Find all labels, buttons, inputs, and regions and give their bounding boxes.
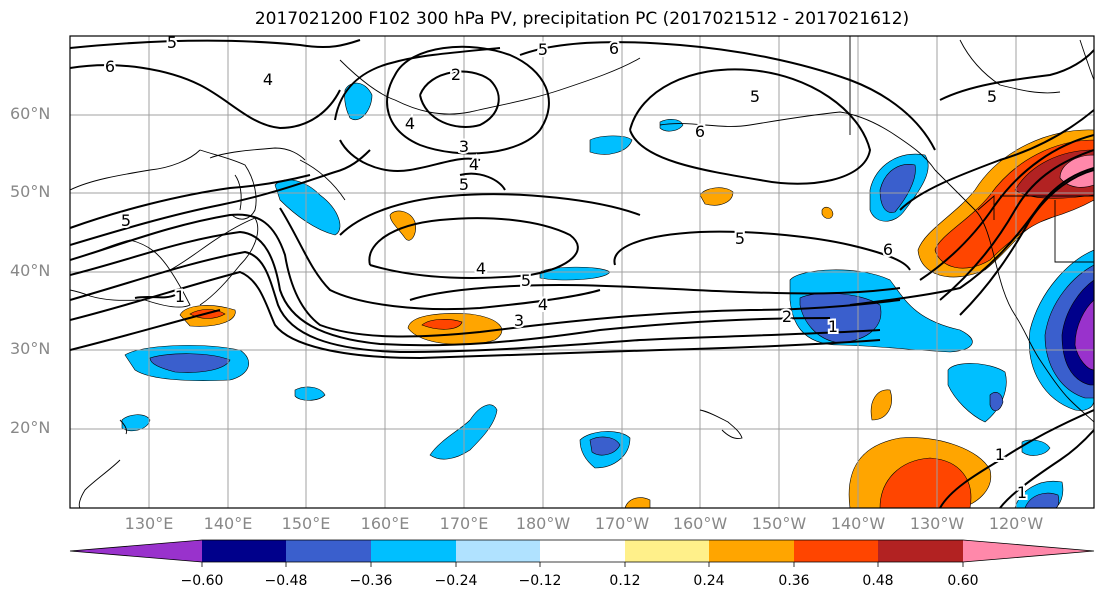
- lon-label: 130°W: [909, 514, 965, 533]
- colorbar-tick-label: 0.24: [693, 573, 725, 589]
- contour-label: 6: [609, 39, 619, 58]
- colorbar-swatch: [70, 540, 202, 562]
- contour-label: 4: [469, 155, 479, 174]
- lon-label: 180°W: [515, 514, 571, 533]
- colorbar-swatch: [286, 540, 371, 562]
- colorbar-tick-label: 0.48: [862, 573, 894, 589]
- map-title: 2017021200 F102 300 hPa PV, precipitatio…: [254, 9, 910, 29]
- contour-label: 5: [121, 211, 131, 230]
- contour-label: 1: [1017, 483, 1027, 502]
- lon-label: 140°E: [203, 514, 253, 533]
- contour-label: 6: [695, 122, 705, 141]
- lon-label: 130°E: [124, 514, 174, 533]
- colorbar-tick-label: 0.12: [609, 573, 641, 589]
- contour-label: 4: [405, 114, 415, 133]
- map-frame: [69, 35, 1095, 509]
- pv-contours: [70, 39, 1094, 508]
- colorbar-swatch: [202, 540, 286, 562]
- colorbar-swatch: [456, 540, 540, 562]
- lon-label: 170°E: [439, 514, 489, 533]
- lon-label: 160°E: [360, 514, 410, 533]
- colorbar-tick-label: −0.24: [434, 573, 478, 589]
- contour-label: 5: [750, 87, 760, 106]
- contour-labels: 5 6 2 3 4 5 6 5 4 5 4 5 3 4 5 1 2 1 6 5 …: [103, 33, 1029, 504]
- lon-label: 170°W: [594, 514, 650, 533]
- colorbar-swatch: [878, 540, 963, 562]
- contour-label: 5: [459, 175, 469, 194]
- contour-label: 4: [538, 295, 548, 314]
- lat-label: 30°N: [10, 339, 51, 358]
- contour-label: 1: [828, 317, 838, 336]
- colorbar-tick-label: 0.36: [778, 573, 810, 589]
- lon-label: 140°W: [830, 514, 886, 533]
- colorbar-swatch: [625, 540, 709, 562]
- lon-label: 150°E: [281, 514, 331, 533]
- contour-label: 5: [521, 271, 531, 290]
- contour-label: 4: [476, 259, 486, 278]
- colorbar-swatch: [963, 540, 1094, 562]
- contour-label: 5: [167, 33, 177, 52]
- contour-label: 5: [987, 87, 997, 106]
- contour-label: 1: [995, 445, 1005, 464]
- lon-label: 160°W: [672, 514, 728, 533]
- lat-label: 20°N: [10, 418, 51, 437]
- map-plot-area: 5 6 2 3 4 5 6 5 4 5 4 5 3 4 5 1 2 1 6 5 …: [70, 33, 1094, 508]
- contour-label: 1: [175, 287, 185, 306]
- contour-label: 3: [514, 311, 524, 330]
- lat-label: 50°N: [10, 182, 51, 201]
- lat-label: 40°N: [10, 261, 51, 280]
- lon-label: 150°W: [751, 514, 807, 533]
- colorbar-tick-label: −0.60: [180, 573, 224, 589]
- colorbar-swatch: [709, 540, 794, 562]
- colorbar-tick-label: −0.48: [264, 573, 308, 589]
- colorbar-tick-label: −0.12: [518, 573, 562, 589]
- contour-label: 6: [883, 240, 893, 259]
- contour-label: 2: [782, 307, 792, 326]
- contour-label: 5: [538, 40, 548, 59]
- colorbar-swatch: [540, 540, 625, 562]
- contour-label: 4: [263, 70, 273, 89]
- colorbar-tick-label: 0.60: [947, 573, 979, 589]
- contour-label: 3: [459, 137, 469, 156]
- colorbar-swatch: [794, 540, 878, 562]
- colorbar: [69, 539, 1095, 567]
- lon-label: 120°W: [988, 514, 1044, 533]
- colorbar-tick-label: −0.36: [349, 573, 393, 589]
- lat-label: 60°N: [10, 104, 51, 123]
- contour-label: 2: [451, 65, 461, 84]
- colorbar-swatch: [371, 540, 456, 562]
- contour-label: 6: [105, 57, 115, 76]
- contour-label: 5: [735, 229, 745, 248]
